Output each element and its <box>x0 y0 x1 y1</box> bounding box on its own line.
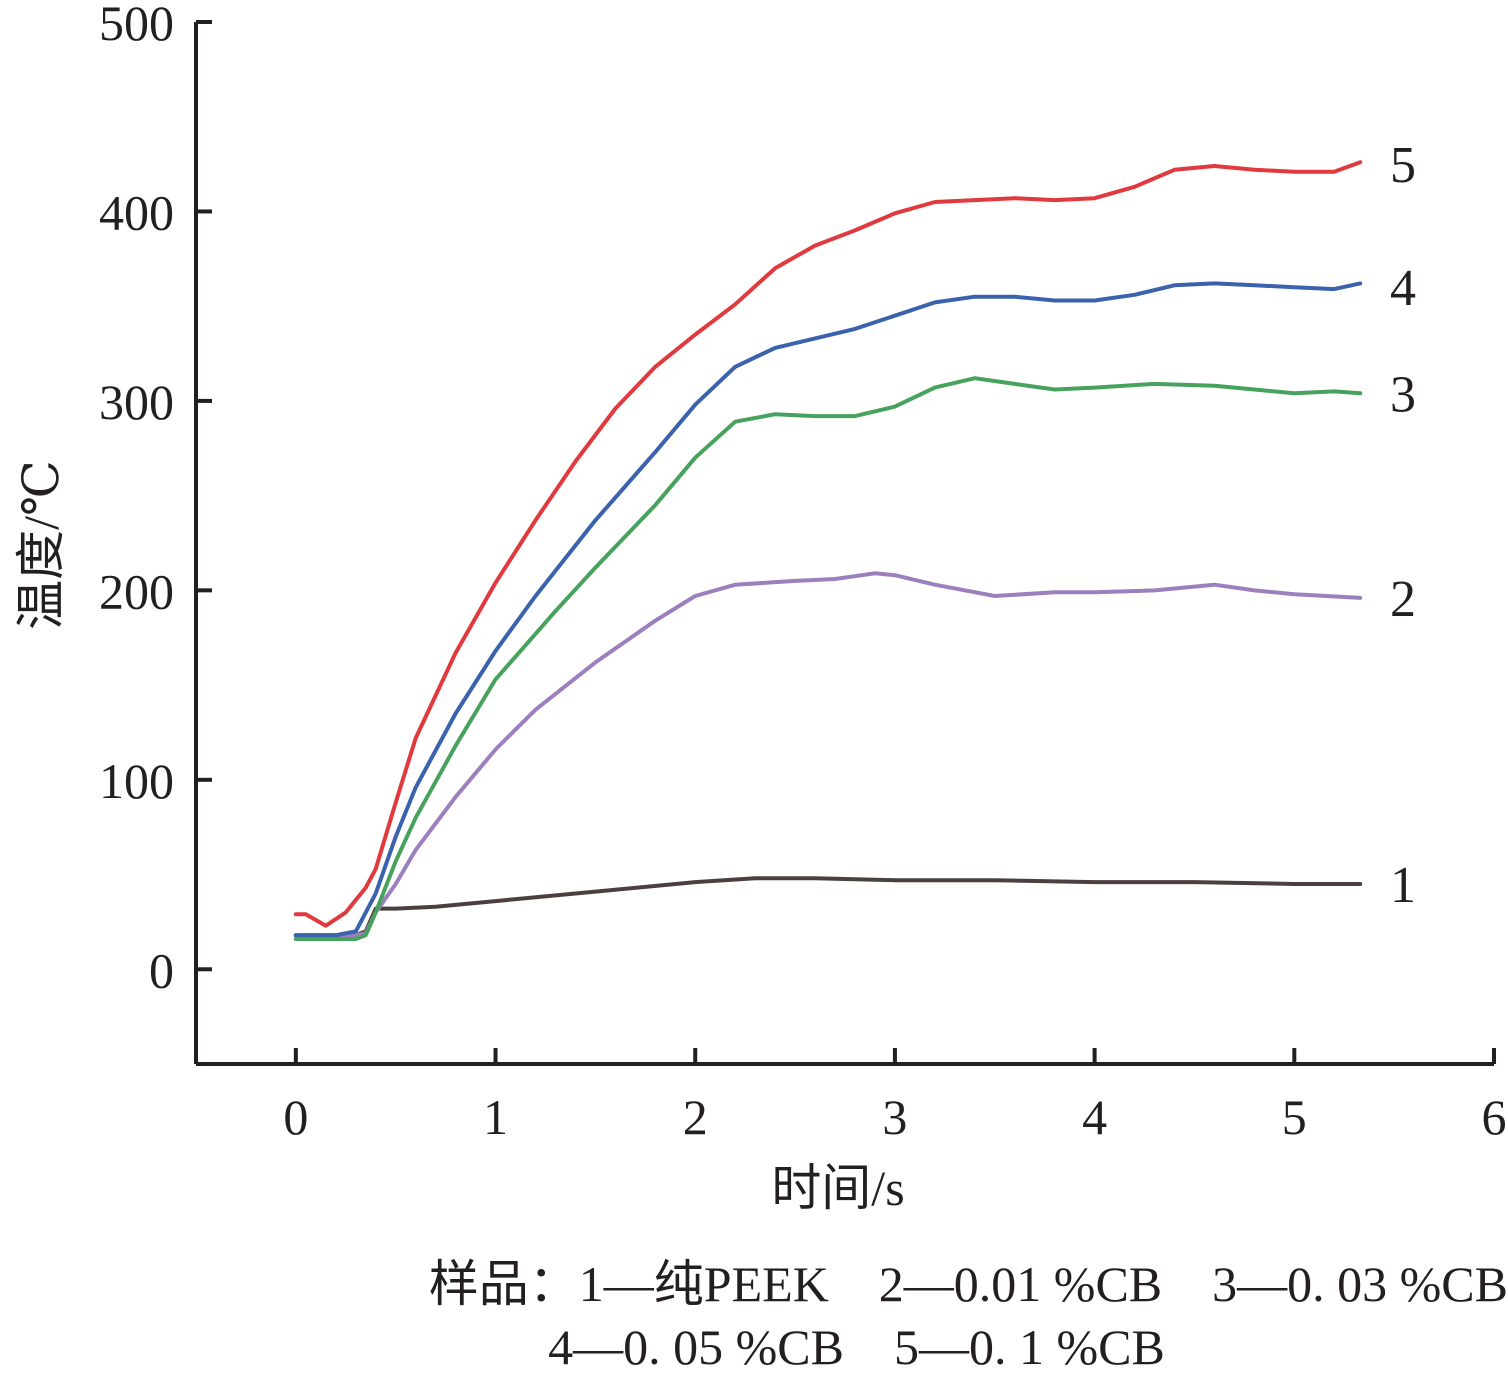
x-tick-label: 5 <box>1282 1089 1307 1145</box>
x-tick-label: 2 <box>683 1089 708 1145</box>
y-tick-label: 200 <box>99 563 174 619</box>
x-tick-label: 3 <box>882 1089 907 1145</box>
series-line-4 <box>293 281 1363 938</box>
series-layer <box>293 160 1363 941</box>
x-tick-label: 1 <box>483 1089 508 1145</box>
series-end-label-1: 1 <box>1390 857 1416 914</box>
x-tick-label: 6 <box>1482 1089 1507 1145</box>
series-end-label-3: 3 <box>1390 366 1416 423</box>
y-axis-title: 温度/℃ <box>13 460 69 630</box>
series-line-5 <box>293 160 1363 928</box>
series-line-3 <box>293 376 1363 941</box>
series-line-1 <box>293 876 1363 938</box>
labels-layer: 1 2 3 4 5 <box>1390 137 1416 914</box>
y-tick-label: 500 <box>99 0 174 51</box>
caption-line-2: 4—0. 05 %CB 5—0. 1 %CB <box>548 1319 1165 1375</box>
chart: 0 100 200 300 400 500 0 1 2 3 4 5 6 1 2 3 4 5 时间/s 温度/℃ <box>13 0 1507 1216</box>
y-tick-label: 100 <box>99 753 174 809</box>
y-tick-label: 0 <box>149 942 174 998</box>
y-tick-label: 300 <box>99 374 174 430</box>
series-end-label-4: 4 <box>1390 260 1416 317</box>
axes: 0 100 200 300 400 500 0 1 2 3 4 5 6 <box>99 0 1507 1145</box>
x-tick-label: 0 <box>283 1089 308 1145</box>
caption-line-1: 样品：1—纯PEEK 2—0.01 %CB 3—0. 03 %CB <box>428 1256 1508 1312</box>
x-tick-label: 4 <box>1082 1089 1107 1145</box>
series-end-label-5: 5 <box>1390 137 1416 194</box>
x-axis-title: 时间/s <box>771 1160 904 1216</box>
series-end-label-2: 2 <box>1390 571 1416 628</box>
y-tick-label: 400 <box>99 184 174 240</box>
